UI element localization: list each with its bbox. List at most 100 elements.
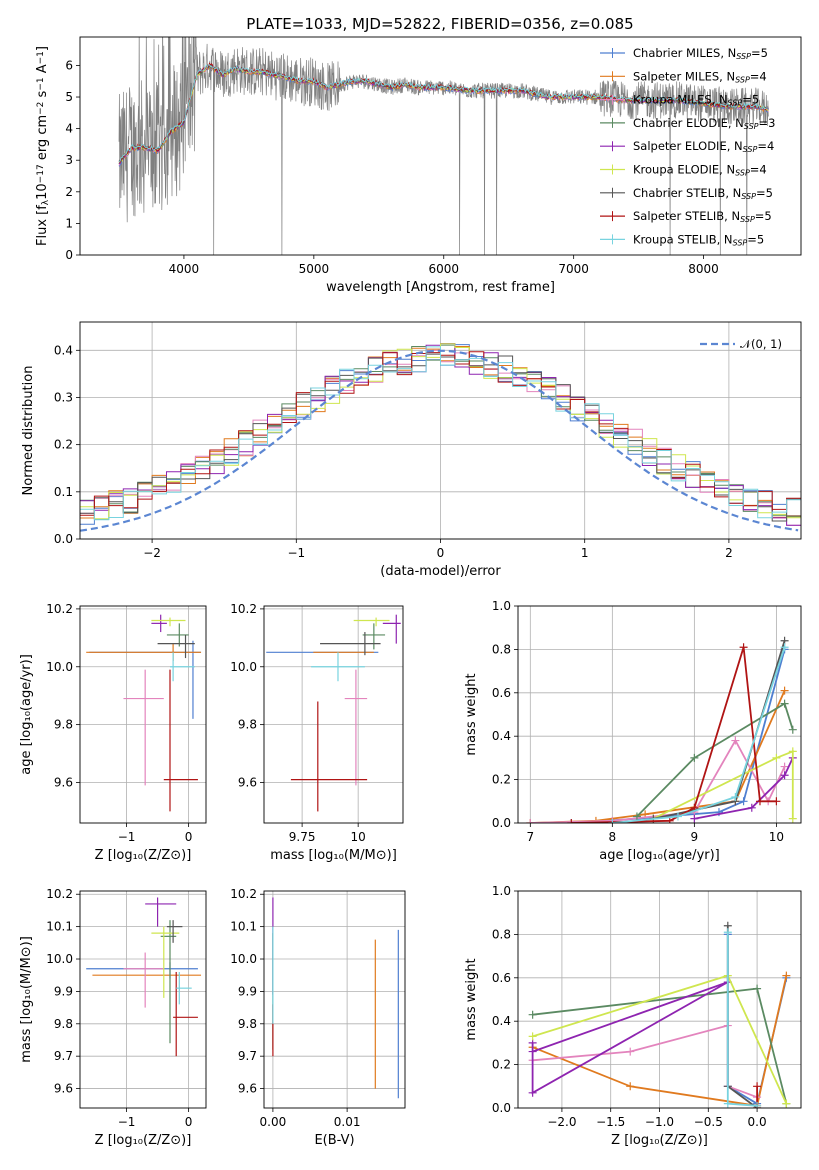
spectrum-panel: 4000 5000 6000 7000 8000 0 1 2 3 4 5 6 wavelength [A…	[35, 36, 802, 295]
y-tick-label: 9.8	[54, 1017, 73, 1031]
legend-label: Kroupa STELIB, NSSP=5	[633, 232, 764, 247]
mass-weight-vs-age-panel: 7 8 9 10 0.0 0.2 0.4 0.6 0.8 1.0 age [log₁₀(age/yr…	[464, 599, 802, 863]
y-tick-label: 6	[65, 58, 73, 72]
mass-weight-marker-chabrier_elodie	[528, 1010, 537, 1019]
residual-histogram-panel: −2 −1 0 1 2 0.0 0.1 0.2 0.3 0.4 (data-model)/error…	[21, 321, 802, 579]
mass-weight-line-chabrier_elodie	[636, 702, 794, 818]
y-tick-label: 9.6	[54, 775, 73, 789]
legend-label: Salpeter ELODIE, NSSP=4	[633, 139, 774, 154]
y-tick-label: 10.1	[230, 920, 257, 934]
mass-weight-line-salpeter_elodie	[694, 757, 794, 820]
histogram-kroupa_stelib	[80, 346, 801, 521]
y-tick-label: 0.1	[54, 485, 73, 499]
y-tick-label: 9.7	[238, 1049, 257, 1063]
mass-weight-marker-salpeter_elodie	[747, 803, 756, 812]
mass-weight-marker-kroupa_stelib	[753, 1101, 762, 1108]
mass-weight-marker-salpeter_elodie	[528, 1088, 537, 1097]
mass-weight-line-kroupa_elodie	[652, 750, 794, 820]
x-tick-label: −1.5	[596, 1115, 625, 1129]
x-tick-label: 0.01	[334, 1115, 361, 1129]
mass-weight-marker-salpeter_stelib	[567, 819, 576, 823]
x-tick-label: 7000	[558, 262, 589, 276]
y-tick-label: 10.2	[46, 602, 73, 616]
x-axis-label: Z [log₁₀(Z/Z⊙)]	[95, 1133, 192, 1148]
plot-area	[118, 37, 769, 255]
y-tick-label: 0.0	[54, 532, 73, 546]
mass-weight-marker-kroupa_miles	[526, 819, 535, 823]
x-tick-label: 10	[769, 830, 784, 844]
age-vs-mass-panel: 9.75 10 9.6 9.8 10.0 10.2 mass [log₁₀(M/M⊙)]	[230, 602, 404, 863]
y-tick-label: 9.6	[238, 1082, 257, 1096]
x-tick-label: 0	[185, 830, 193, 844]
x-tick-label: −1	[118, 1115, 136, 1129]
axes-frame	[79, 605, 207, 824]
axes-frame	[517, 890, 802, 1109]
y-tick-label: 10.0	[230, 952, 257, 966]
legend-label: Salpeter MILES, NSSP=4	[633, 69, 767, 84]
y-tick-label: 10.1	[46, 920, 73, 934]
legend-label: Chabrier ELODIE, NSSP=3	[633, 116, 775, 131]
mass-weight-line-chabrier_stelib	[726, 925, 758, 1108]
legend-label-gaussian: 𝒩(0, 1)	[740, 337, 782, 351]
mass-weight-marker-kroupa_elodie	[788, 814, 797, 823]
x-tick-label: 9	[691, 830, 699, 844]
y-tick-label: 10.0	[46, 952, 73, 966]
mass-weight-marker-kroupa_elodie	[772, 753, 781, 762]
axes-frame	[79, 890, 207, 1109]
axes-frame	[79, 321, 802, 540]
mass-weight-marker-kroupa_miles	[731, 736, 740, 745]
y-tick-label: 9.6	[54, 1082, 73, 1096]
legend-label: Chabrier MILES, NSSP=5	[633, 46, 768, 61]
x-axis-label: E(B-V)	[314, 1133, 354, 1148]
y-tick-label: 0.8	[492, 642, 511, 656]
mass-weight-line-salpeter_miles	[530, 690, 786, 823]
x-axis-label: (data-model)/error	[380, 564, 501, 579]
y-tick-label: 0.8	[492, 927, 511, 941]
y-tick-label: 4	[65, 122, 73, 136]
x-tick-label: 0	[437, 546, 445, 560]
y-tick-label: 10.0	[230, 660, 257, 674]
plot-area	[526, 636, 797, 823]
y-tick-label: 0.0	[492, 816, 511, 830]
y-tick-label: 10.2	[230, 602, 257, 616]
x-tick-label: 0	[185, 1115, 193, 1129]
y-tick-label: 10.0	[46, 660, 73, 674]
mass-weight-marker-kroupa_elodie	[788, 747, 797, 756]
y-tick-label: 1.0	[492, 599, 511, 613]
y-axis-label: mass [log₁₀(M/M⊙)]	[19, 936, 34, 1063]
age-vs-metallicity-panel: −1 0 9.6 9.8 10.0 10.2 Z [log₁₀(Z/Z⊙)] age [log…	[19, 602, 207, 863]
mass-weight-marker-chabrier_elodie	[780, 699, 789, 708]
y-axis-label: mass weight	[464, 673, 479, 755]
y-tick-label: 0	[65, 248, 73, 262]
mass-weight-marker-kroupa_elodie	[782, 1099, 791, 1108]
mass-weight-marker-chabrier_elodie	[753, 984, 762, 993]
legend-label: Salpeter STELIB, NSSP=5	[633, 209, 772, 224]
y-tick-label: 0.4	[492, 729, 511, 743]
x-tick-label: −2.0	[547, 1115, 576, 1129]
mass-weight-marker-salpeter_miles	[782, 971, 791, 980]
plot-area	[86, 897, 202, 1057]
legend-label: Kroupa MILES, NSSP=5	[633, 93, 759, 108]
plot-area	[86, 614, 202, 812]
mass-weight-line-kroupa_stelib	[726, 932, 758, 1107]
legend-label: Chabrier STELIB, NSSP=5	[633, 186, 773, 201]
x-tick-label: −1	[287, 546, 305, 560]
axes-frame	[517, 605, 802, 824]
mass-weight-marker-chabrier_elodie	[788, 725, 797, 734]
mass-weight-marker-salpeter_stelib	[755, 797, 764, 806]
y-tick-label: 0.6	[492, 686, 511, 700]
x-tick-label: 7	[526, 830, 534, 844]
y-tick-label: 9.9	[238, 984, 257, 998]
mass-weight-marker-kroupa_stelib	[673, 812, 682, 821]
mass-weight-marker-salpeter_miles	[780, 686, 789, 695]
y-tick-label: 9.8	[54, 718, 73, 732]
plot-area	[266, 614, 401, 812]
figure-title: PLATE=1033, MJD=52822, FIBERID=0356, z=0…	[246, 15, 633, 33]
mass-weight-marker-kroupa_stelib	[731, 792, 740, 801]
x-axis-label: Z [log₁₀(Z/Z⊙)]	[611, 1133, 708, 1148]
y-tick-label: 9.7	[54, 1049, 73, 1063]
mass-vs-ebv-panel: 0.00 0.01 9.6 9.7 9.8 9.9 10.0 10.1 10.2 E(B-V)	[230, 887, 406, 1148]
y-tick-label: 10.2	[46, 887, 73, 901]
